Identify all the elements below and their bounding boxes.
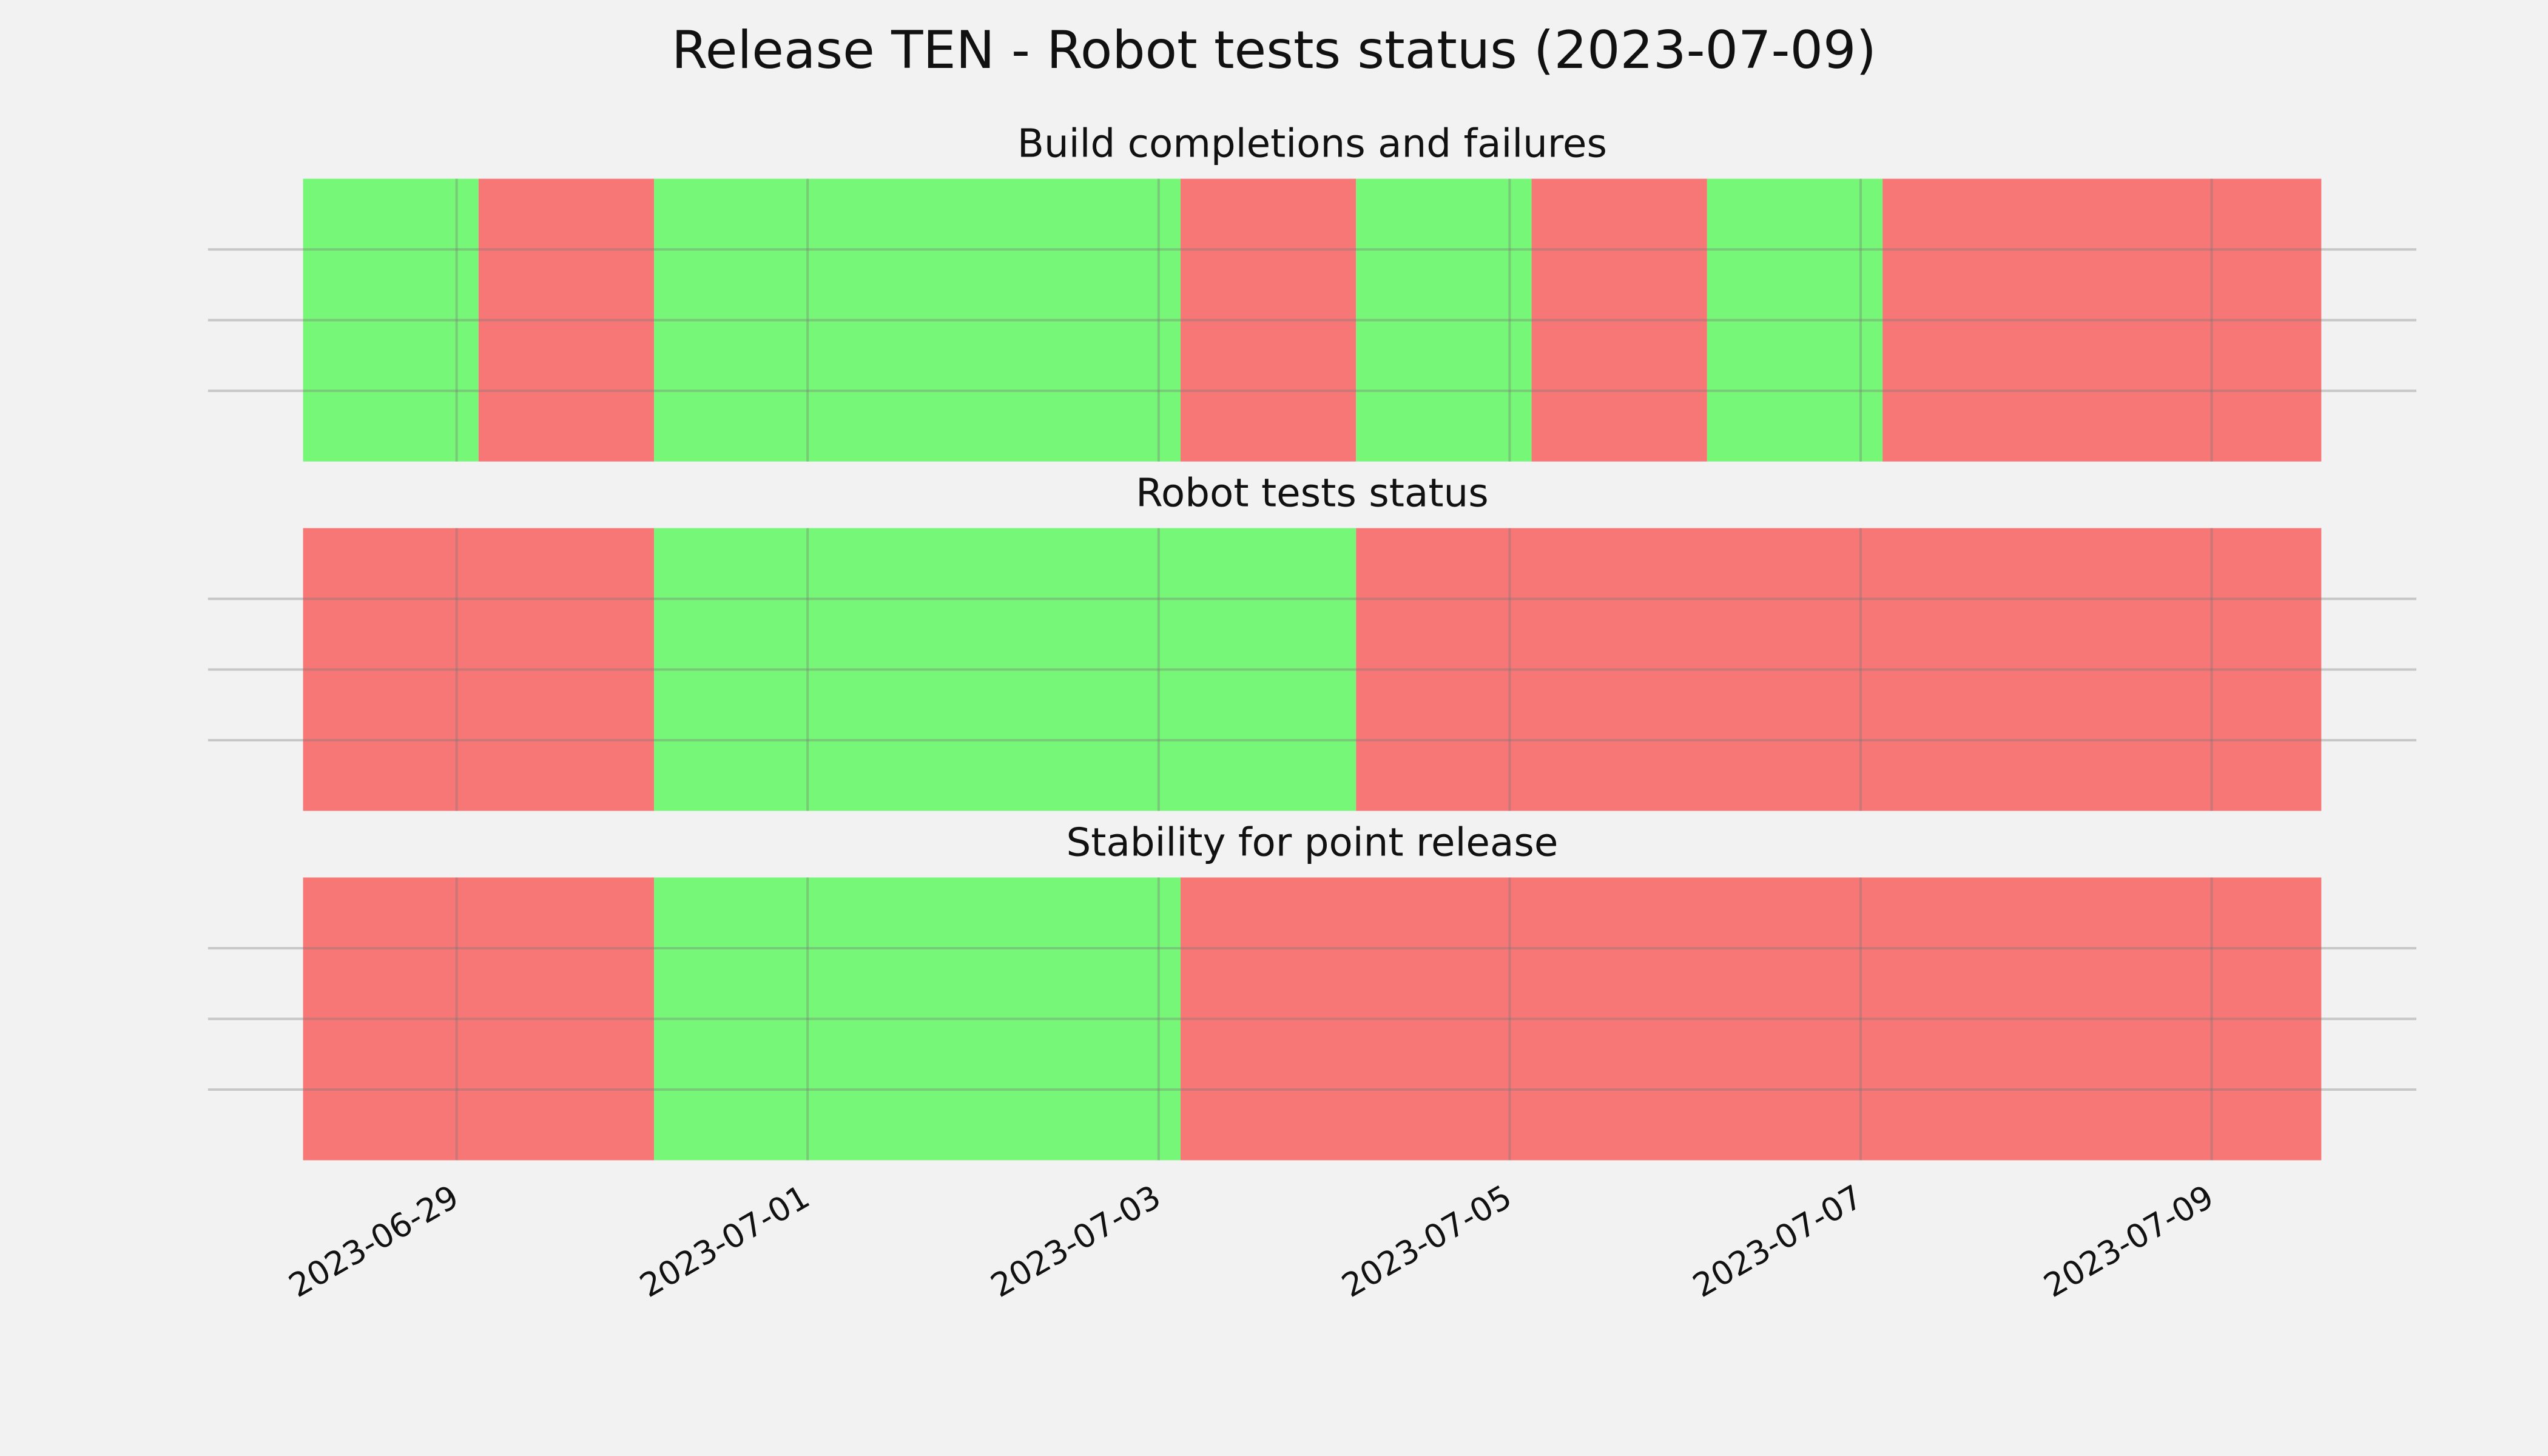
figure-title: Release TEN - Robot tests status (2023-0…	[672, 20, 1876, 81]
status-segment	[1180, 178, 1357, 462]
panel-title: Robot tests status	[1136, 471, 1489, 516]
status-segment	[303, 178, 479, 462]
status-segment	[1180, 877, 2322, 1161]
status-segment	[1531, 178, 1707, 462]
status-segment	[478, 178, 655, 462]
status-segment	[1707, 178, 1883, 462]
status-segment	[654, 877, 1181, 1161]
status-segment	[654, 528, 1357, 811]
status-segment	[1356, 528, 2322, 811]
status-segment	[1356, 178, 1532, 462]
panel-title: Build completions and failures	[1017, 121, 1607, 167]
status-segment	[1882, 178, 2322, 462]
status-segment	[303, 877, 655, 1161]
status-segment	[303, 528, 655, 811]
panel-title: Stability for point release	[1067, 820, 1559, 865]
status-segment	[654, 178, 1181, 462]
